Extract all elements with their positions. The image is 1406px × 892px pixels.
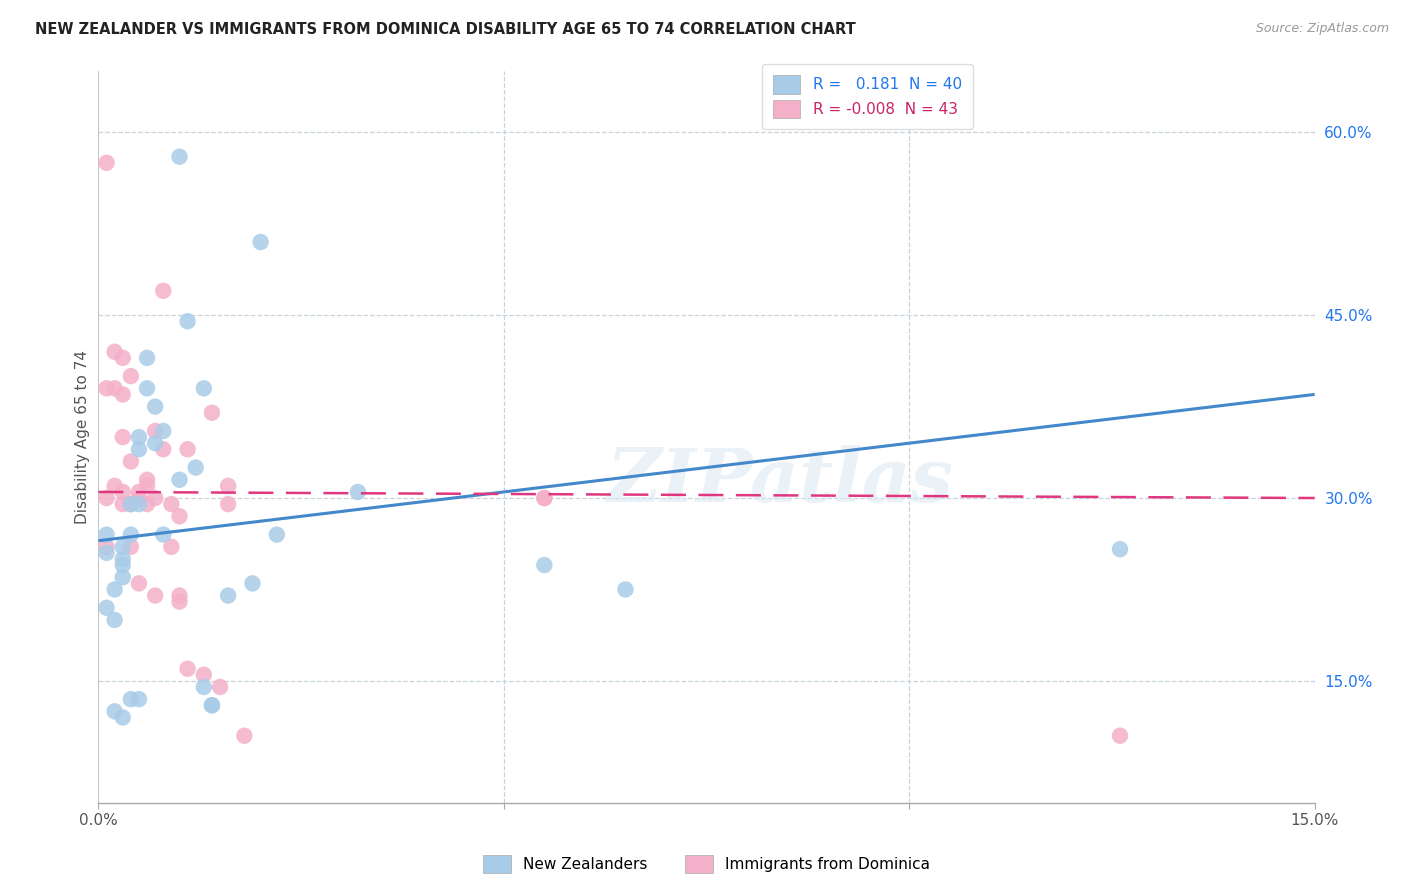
Point (184, 460, 207, 475)
Point (201, 698, 224, 713)
Point (217, 589, 239, 603)
Point (193, 667, 215, 681)
Point (266, 527, 288, 541)
Point (1109, 542, 1132, 557)
Point (128, 485, 150, 500)
Point (111, 570, 134, 584)
Point (143, 491, 166, 505)
Point (176, 442, 198, 457)
Point (533, 491, 555, 505)
Legend: New Zealanders, Immigrants from Dominica: New Zealanders, Immigrants from Dominica (477, 848, 936, 880)
Point (104, 381, 127, 395)
Point (136, 497, 159, 511)
Point (152, 527, 174, 541)
Point (96, 600, 118, 615)
Point (128, 491, 150, 505)
Point (152, 284, 174, 298)
Point (347, 485, 370, 500)
Point (111, 485, 134, 500)
Point (111, 710, 134, 724)
Point (111, 552, 134, 566)
Point (160, 540, 183, 554)
Point (96, 381, 118, 395)
Point (209, 680, 232, 694)
Point (152, 424, 174, 438)
Point (104, 705, 127, 719)
Point (120, 497, 142, 511)
Point (143, 400, 166, 414)
Point (160, 497, 183, 511)
Point (176, 314, 198, 328)
Point (104, 344, 127, 359)
Point (193, 680, 215, 694)
Point (136, 479, 159, 493)
Point (533, 491, 555, 505)
Point (128, 430, 150, 444)
Point (120, 497, 142, 511)
Point (249, 235, 271, 249)
Point (169, 509, 191, 524)
Point (217, 479, 239, 493)
Point (1109, 729, 1132, 743)
Point (143, 424, 166, 438)
Point (120, 692, 142, 706)
Point (104, 582, 127, 597)
Point (217, 497, 239, 511)
Point (128, 497, 150, 511)
Point (96, 546, 118, 560)
Point (143, 436, 166, 450)
Point (120, 527, 142, 541)
Point (96, 527, 118, 541)
Point (136, 473, 159, 487)
Point (111, 351, 134, 365)
Point (176, 662, 198, 676)
Point (169, 473, 191, 487)
Point (533, 558, 555, 573)
Text: Source: ZipAtlas.com: Source: ZipAtlas.com (1256, 22, 1389, 36)
Point (120, 540, 142, 554)
Point (96, 491, 118, 505)
Text: ZIPatlas: ZIPatlas (606, 445, 953, 517)
Point (111, 497, 134, 511)
Point (169, 594, 191, 608)
Point (169, 150, 191, 164)
Point (120, 369, 142, 384)
Point (152, 442, 174, 457)
Point (111, 387, 134, 401)
Point (143, 589, 166, 603)
Point (111, 540, 134, 554)
Point (242, 576, 264, 591)
Point (96, 540, 118, 554)
Point (233, 729, 256, 743)
Point (201, 698, 224, 713)
Y-axis label: Disability Age 65 to 74: Disability Age 65 to 74 (75, 350, 90, 524)
Point (136, 381, 159, 395)
Point (128, 576, 150, 591)
Point (614, 582, 637, 597)
Point (128, 442, 150, 457)
Point (111, 558, 134, 573)
Point (104, 479, 127, 493)
Point (111, 430, 134, 444)
Point (193, 381, 215, 395)
Text: NEW ZEALANDER VS IMMIGRANTS FROM DOMINICA DISABILITY AGE 65 TO 74 CORRELATION CH: NEW ZEALANDER VS IMMIGRANTS FROM DOMINIC… (35, 22, 856, 37)
Point (136, 351, 159, 365)
Point (96, 156, 118, 170)
Point (128, 692, 150, 706)
Point (104, 613, 127, 627)
Point (169, 589, 191, 603)
Point (120, 454, 142, 468)
Point (201, 406, 224, 420)
